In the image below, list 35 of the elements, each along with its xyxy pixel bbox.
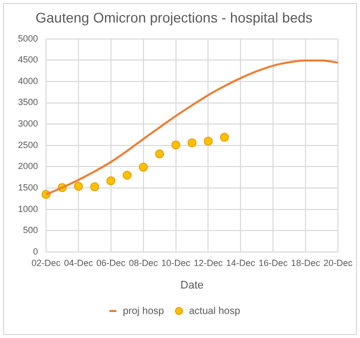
legend-label: actual hosp xyxy=(188,306,241,317)
y-tick-label: 500 xyxy=(22,225,38,236)
x-axis-title: Date xyxy=(180,279,204,292)
y-tick-label: 1500 xyxy=(18,182,38,193)
y-tick-label: 3000 xyxy=(18,118,38,129)
x-tick-label: 06-Dec xyxy=(96,258,126,268)
x-tick-label: 20-Dec xyxy=(323,258,354,268)
x-tick-label: 14-Dec xyxy=(226,258,256,268)
point xyxy=(138,162,148,172)
y-tick-label: 2500 xyxy=(18,140,38,150)
chart-title: Gauteng Omicron projections - hospital beds xyxy=(35,9,313,26)
y-tick-label: 4500 xyxy=(18,54,38,65)
y-tick-label: 1000 xyxy=(18,204,38,214)
point xyxy=(188,138,197,148)
x-tick-label: 16-Dec xyxy=(258,258,288,268)
x-tick-label: 12-Dec xyxy=(194,258,224,268)
y-tick-label: 0 xyxy=(33,246,38,256)
point xyxy=(122,170,132,180)
x-tick-label: 10-Dec xyxy=(161,258,191,268)
point xyxy=(220,132,229,142)
x-tick-label: 18-Dec xyxy=(291,258,321,268)
x-tick-label: 04-Dec xyxy=(64,258,94,268)
point xyxy=(106,176,116,186)
point xyxy=(90,182,100,192)
x-tick-label: 02-Dec xyxy=(32,258,62,268)
y-tick-label: 3500 xyxy=(18,97,38,108)
point xyxy=(171,140,180,150)
y-tick-label: 4000 xyxy=(18,76,38,86)
x-tick-label: 08-Dec xyxy=(128,258,158,268)
y-tick-label: 2000 xyxy=(18,161,38,172)
point xyxy=(155,149,164,158)
y-tick-label: 5000 xyxy=(18,33,38,44)
legend-label: proj hosp xyxy=(122,306,164,317)
point xyxy=(74,182,83,191)
point xyxy=(204,136,213,146)
